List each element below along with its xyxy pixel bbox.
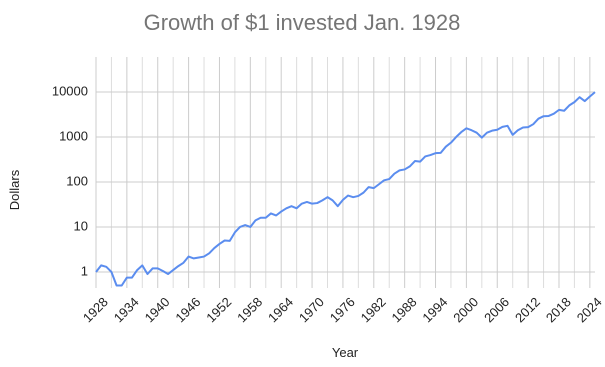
y-axis-label: Dollars (7, 169, 22, 210)
x-tick-label: 1952 (203, 294, 234, 325)
x-tick-label: 2012 (512, 294, 543, 325)
x-tick-label: 1946 (172, 294, 203, 325)
x-tick-label: 1994 (419, 294, 450, 325)
y-tick-label: 1 (81, 263, 88, 278)
x-tick-label: 2018 (543, 294, 574, 325)
y-tick-label: 10 (74, 218, 88, 233)
y-tick-label: 10000 (52, 83, 88, 98)
x-tick-label: 1982 (358, 294, 389, 325)
x-tick-label: 2000 (450, 294, 481, 325)
x-tick-label: 1964 (265, 294, 296, 325)
y-tick-label: 1000 (59, 128, 88, 143)
x-tick-label: 2006 (481, 294, 512, 325)
x-tick-label: 2024 (574, 294, 605, 325)
x-tick-label: 1976 (327, 294, 358, 325)
chart-title: Growth of $1 invested Jan. 1928 (144, 10, 461, 35)
x-tick-label: 1928 (80, 294, 111, 325)
x-tick-label: 1934 (111, 294, 142, 325)
y-tick-label: 100 (66, 173, 88, 188)
x-tick-label: 1970 (296, 294, 327, 325)
x-axis-label: Year (332, 345, 359, 360)
data-line (95, 91, 596, 287)
x-tick-label: 1940 (142, 294, 173, 325)
x-tick-label: 1988 (389, 294, 420, 325)
x-tick-label: 1958 (234, 294, 265, 325)
